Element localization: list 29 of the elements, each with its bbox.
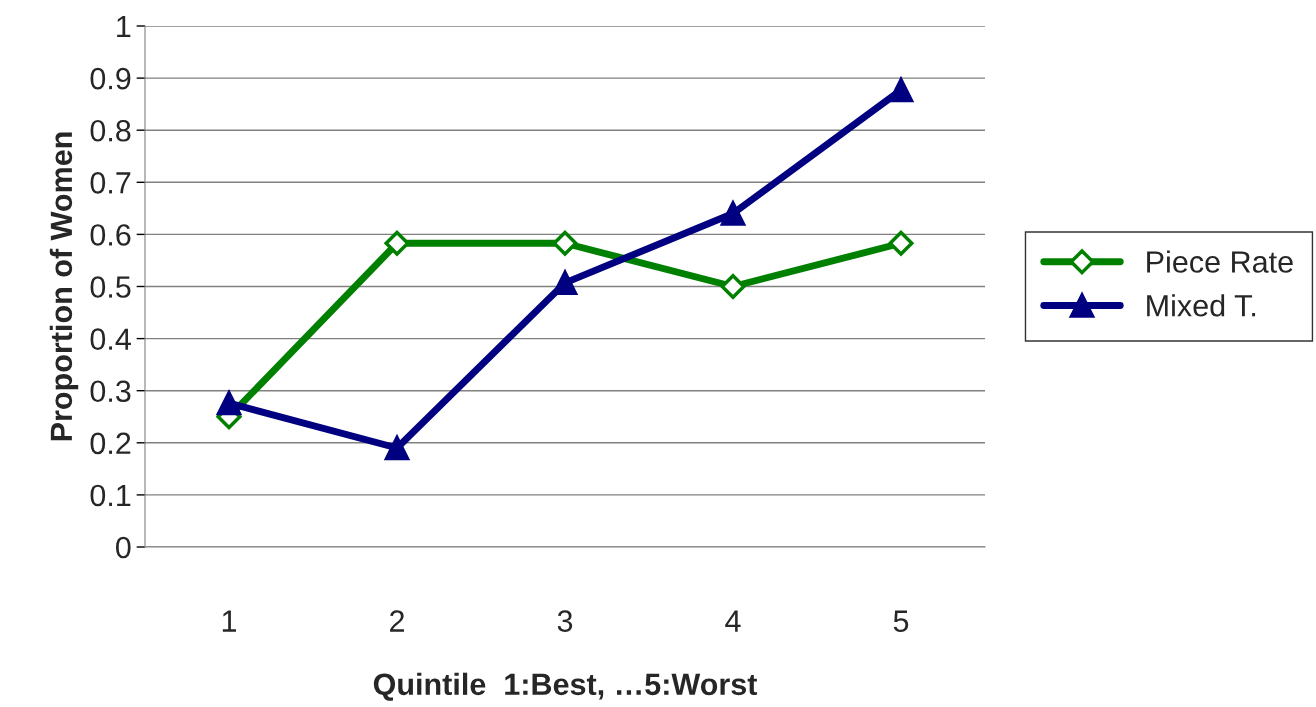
y-tick-label: 0.7 (90, 172, 131, 194)
point (384, 435, 410, 461)
y-tick-label: 1 (117, 16, 131, 38)
x-tick-label: 5 (893, 610, 909, 632)
point (720, 273, 746, 300)
x-tick-label: 1 (222, 610, 237, 632)
point (552, 268, 579, 296)
y-tick-label: 0.2 (90, 432, 131, 455)
point (552, 230, 578, 256)
y-tick-label: 0.4 (90, 328, 131, 350)
y-tick-label: 0.3 (90, 380, 131, 403)
y-axis-title: Proportion of Women (49, 132, 79, 441)
x-axis-title: Quintile 1:Best, …5:Worst (373, 672, 758, 701)
point (888, 77, 914, 103)
point (384, 230, 410, 256)
legend-label: Mixed T. (1147, 294, 1256, 317)
y-tick-label: 0.1 (90, 484, 131, 507)
x-tick-label: 2 (390, 610, 404, 632)
y-tick-label: 0.9 (90, 67, 131, 90)
x-tick-label: 3 (557, 610, 573, 632)
point (216, 391, 242, 416)
x-tick-label: 4 (725, 610, 741, 632)
y-tick-label: 0.6 (90, 224, 131, 246)
y-tick-label: 0 (116, 536, 131, 559)
point (720, 201, 746, 226)
point (888, 230, 914, 256)
y-tick-label: 0.8 (90, 119, 131, 142)
y-tick-label: 0.5 (90, 276, 131, 298)
legend-label: Piece Rate (1147, 250, 1293, 273)
